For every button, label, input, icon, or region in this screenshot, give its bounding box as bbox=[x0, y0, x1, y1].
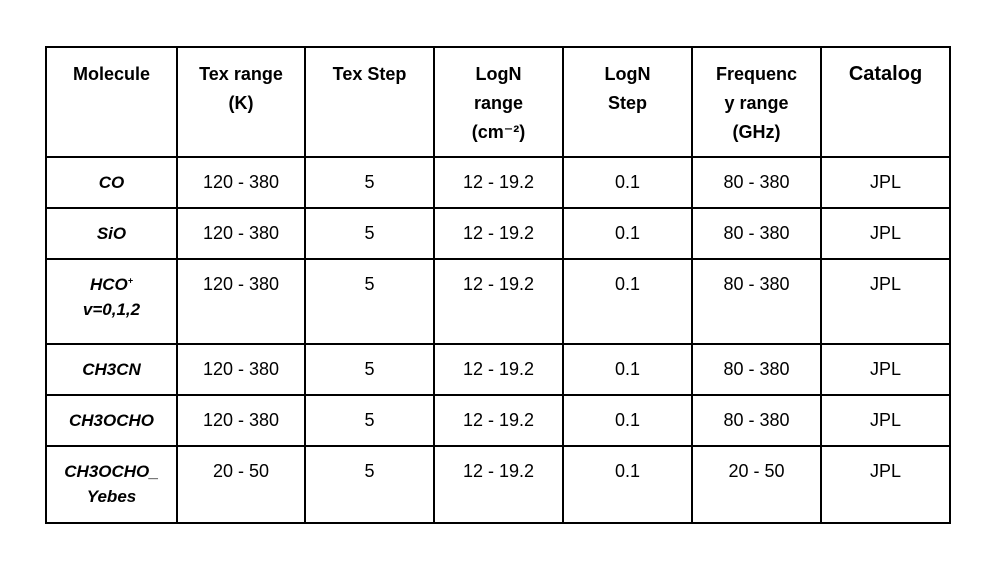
table-row: SiO 120 - 380 5 12 - 19.2 0.1 80 - 380 J… bbox=[45, 206, 951, 260]
header-logn-step: LogN Step bbox=[562, 46, 693, 158]
cell-logn-step: 0.1 bbox=[562, 206, 693, 260]
cell-molecule: CH3OCHO_ Yebes bbox=[45, 444, 178, 525]
cell-logn-step: 0.1 bbox=[562, 393, 693, 447]
cell-molecule: SiO bbox=[45, 206, 178, 260]
cell-frequency-range: 80 - 380 bbox=[691, 156, 822, 209]
cell-tex-step: 5 bbox=[304, 393, 435, 447]
cell-logn-step: 0.1 bbox=[562, 257, 693, 346]
cell-frequency-range: 20 - 50 bbox=[691, 444, 822, 525]
cell-frequency-range: 80 - 380 bbox=[691, 393, 822, 447]
cell-frequency-range: 80 - 380 bbox=[691, 257, 822, 346]
header-logn-range: LogN range (cm⁻²) bbox=[433, 46, 564, 158]
cell-catalog: JPL bbox=[820, 206, 951, 260]
cell-tex-step: 5 bbox=[304, 257, 435, 346]
cell-tex-step: 5 bbox=[304, 206, 435, 260]
cell-molecule: HCO+ v=0,1,2 bbox=[45, 257, 178, 346]
cell-logn-range: 12 - 19.2 bbox=[433, 393, 564, 447]
cell-logn-step: 0.1 bbox=[562, 156, 693, 209]
cell-logn-range: 12 - 19.2 bbox=[433, 206, 564, 260]
cell-catalog: JPL bbox=[820, 343, 951, 396]
header-row: Molecule Tex range (K) Tex Step LogN range… bbox=[45, 46, 951, 158]
cell-logn-range: 12 - 19.2 bbox=[433, 343, 564, 396]
cell-tex-range: 120 - 380 bbox=[176, 393, 306, 447]
header-tex-range: Tex range (K) bbox=[176, 46, 306, 158]
cell-logn-range: 12 - 19.2 bbox=[433, 156, 564, 209]
cell-tex-range: 120 - 380 bbox=[176, 343, 306, 396]
parameter-table: Molecule Tex range (K) Tex Step LogN range… bbox=[45, 46, 951, 525]
header-tex-step: Tex Step bbox=[304, 46, 435, 158]
table-row: CH3OCHO 120 - 380 5 12 - 19.2 0.1 80 - 3… bbox=[45, 393, 951, 447]
cell-logn-range: 12 - 19.2 bbox=[433, 257, 564, 346]
cell-logn-step: 0.1 bbox=[562, 343, 693, 396]
cell-molecule: CH3CN bbox=[45, 343, 178, 396]
header-catalog: Catalog bbox=[820, 46, 951, 158]
cell-molecule: CO bbox=[45, 156, 178, 209]
cell-catalog: JPL bbox=[820, 444, 951, 525]
header-frequency-range: Frequenc y range (GHz) bbox=[691, 46, 822, 158]
table-row: CO 120 - 380 5 12 - 19.2 0.1 80 - 380 JP… bbox=[45, 156, 951, 209]
cell-tex-step: 5 bbox=[304, 156, 435, 209]
cell-frequency-range: 80 - 380 bbox=[691, 206, 822, 260]
cell-logn-range: 12 - 19.2 bbox=[433, 444, 564, 525]
cell-logn-step: 0.1 bbox=[562, 444, 693, 525]
cell-tex-range: 120 - 380 bbox=[176, 206, 306, 260]
cell-catalog: JPL bbox=[820, 257, 951, 346]
header-molecule: Molecule bbox=[45, 46, 178, 158]
cell-tex-step: 5 bbox=[304, 444, 435, 525]
cell-tex-range: 20 - 50 bbox=[176, 444, 306, 525]
cell-tex-range: 120 - 380 bbox=[176, 257, 306, 346]
cell-catalog: JPL bbox=[820, 393, 951, 447]
table-row: CH3CN 120 - 380 5 12 - 19.2 0.1 80 - 380… bbox=[45, 343, 951, 396]
cell-tex-range: 120 - 380 bbox=[176, 156, 306, 209]
cell-molecule: CH3OCHO bbox=[45, 393, 178, 447]
cell-catalog: JPL bbox=[820, 156, 951, 209]
table-row: CH3OCHO_ Yebes 20 - 50 5 12 - 19.2 0.1 20… bbox=[45, 444, 951, 525]
cell-frequency-range: 80 - 380 bbox=[691, 343, 822, 396]
cell-tex-step: 5 bbox=[304, 343, 435, 396]
table-row: HCO+ v=0,1,2 120 - 380 5 12 - 19.2 0.1 80… bbox=[45, 257, 951, 346]
